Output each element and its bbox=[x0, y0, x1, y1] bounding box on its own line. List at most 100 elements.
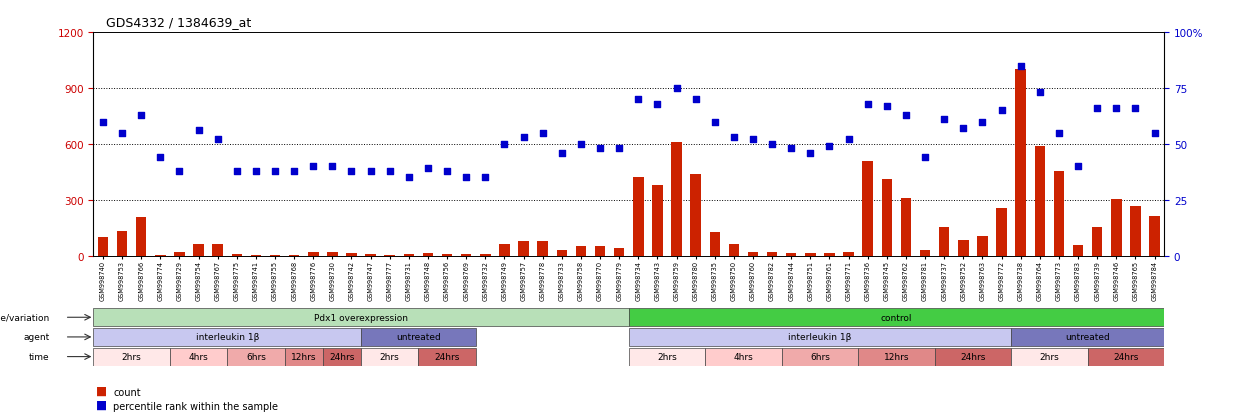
Bar bbox=[308, 253, 319, 256]
Point bbox=[418, 166, 438, 172]
Point bbox=[227, 168, 247, 175]
Point bbox=[341, 168, 361, 175]
Bar bbox=[786, 253, 797, 256]
Bar bbox=[403, 254, 415, 256]
Bar bbox=[824, 253, 834, 256]
Bar bbox=[442, 254, 452, 256]
Point bbox=[1125, 106, 1145, 112]
Point bbox=[456, 175, 476, 181]
Text: count: count bbox=[113, 387, 141, 397]
Bar bbox=[977, 237, 987, 256]
Bar bbox=[632, 178, 644, 256]
Point bbox=[494, 141, 514, 148]
Point bbox=[858, 101, 878, 108]
Bar bbox=[1092, 227, 1102, 256]
Text: ■: ■ bbox=[96, 385, 107, 397]
Bar bbox=[881, 180, 893, 256]
Text: 6hrs: 6hrs bbox=[247, 352, 266, 361]
Bar bbox=[327, 252, 337, 256]
Bar bbox=[213, 244, 223, 256]
Point bbox=[112, 130, 132, 137]
Bar bbox=[806, 254, 815, 256]
Text: 24hrs: 24hrs bbox=[435, 352, 459, 361]
Bar bbox=[322, 348, 361, 366]
Bar bbox=[169, 348, 228, 366]
Bar bbox=[232, 254, 242, 256]
Bar bbox=[939, 227, 950, 256]
Text: 2hrs: 2hrs bbox=[122, 352, 142, 361]
Bar bbox=[93, 309, 629, 327]
Point bbox=[571, 141, 591, 148]
Point bbox=[954, 126, 974, 132]
Point bbox=[991, 108, 1011, 114]
Text: 12hrs: 12hrs bbox=[884, 352, 909, 361]
Point bbox=[437, 168, 457, 175]
Text: untreated: untreated bbox=[1066, 332, 1111, 342]
Point bbox=[169, 168, 189, 175]
Text: 2hrs: 2hrs bbox=[380, 352, 400, 361]
Bar bbox=[728, 244, 740, 256]
Point bbox=[93, 119, 113, 126]
Bar bbox=[481, 254, 491, 256]
Point bbox=[398, 175, 418, 181]
Point bbox=[1107, 106, 1127, 112]
Bar bbox=[1088, 348, 1164, 366]
Bar bbox=[691, 174, 701, 256]
Point bbox=[1087, 106, 1107, 112]
Bar bbox=[270, 255, 280, 256]
Bar bbox=[629, 309, 1164, 327]
Text: GDS4332 / 1384639_at: GDS4332 / 1384639_at bbox=[106, 16, 251, 29]
Bar bbox=[920, 251, 930, 256]
Bar bbox=[1011, 348, 1088, 366]
Bar bbox=[843, 252, 854, 256]
Bar bbox=[767, 253, 777, 256]
Bar bbox=[1011, 328, 1164, 346]
Bar bbox=[174, 253, 184, 256]
Point bbox=[629, 97, 649, 103]
Text: ■: ■ bbox=[96, 398, 107, 411]
Point bbox=[1011, 63, 1031, 70]
Point bbox=[705, 119, 725, 126]
Point bbox=[686, 97, 706, 103]
Point bbox=[666, 85, 686, 92]
Bar bbox=[1130, 207, 1140, 256]
Point bbox=[1068, 164, 1088, 170]
Text: 4hrs: 4hrs bbox=[189, 352, 208, 361]
Bar bbox=[629, 348, 705, 366]
Text: interleukin 1β: interleukin 1β bbox=[195, 332, 259, 342]
Text: interleukin 1β: interleukin 1β bbox=[788, 332, 852, 342]
Point bbox=[322, 164, 342, 170]
Bar bbox=[117, 232, 127, 256]
Bar bbox=[365, 254, 376, 256]
Bar bbox=[863, 161, 873, 256]
Point bbox=[972, 119, 992, 126]
Point bbox=[762, 141, 782, 148]
Text: 24hrs: 24hrs bbox=[1113, 352, 1138, 361]
Bar bbox=[614, 248, 625, 256]
Point bbox=[590, 146, 610, 152]
Bar bbox=[959, 241, 969, 256]
Bar bbox=[1073, 246, 1083, 256]
Bar bbox=[595, 247, 605, 256]
Point bbox=[1030, 90, 1050, 97]
Point bbox=[476, 175, 496, 181]
Bar bbox=[935, 348, 1011, 366]
Text: time: time bbox=[29, 352, 50, 361]
Point bbox=[723, 135, 743, 141]
Point bbox=[819, 143, 839, 150]
Point bbox=[514, 135, 534, 141]
Bar bbox=[461, 254, 472, 256]
Point bbox=[284, 168, 304, 175]
Point bbox=[188, 128, 208, 135]
Point bbox=[896, 112, 916, 119]
Bar bbox=[538, 241, 548, 256]
Bar bbox=[629, 328, 1011, 346]
Point bbox=[304, 164, 324, 170]
Bar bbox=[1149, 216, 1160, 256]
Bar bbox=[1035, 147, 1045, 256]
Text: percentile rank within the sample: percentile rank within the sample bbox=[113, 401, 279, 411]
Point bbox=[265, 168, 285, 175]
Point bbox=[1144, 130, 1164, 137]
Bar bbox=[557, 250, 566, 256]
Text: genotype/variation: genotype/variation bbox=[0, 313, 50, 322]
